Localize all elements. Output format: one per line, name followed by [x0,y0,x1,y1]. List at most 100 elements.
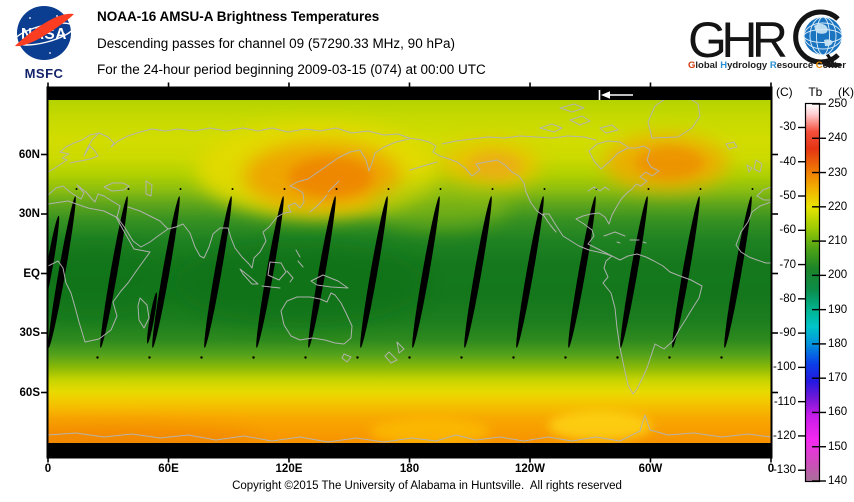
ghrc-globe-land [814,23,833,47]
lon-tick-label: 120W [514,463,546,475]
orbit-gap-dot [491,188,494,190]
anomaly-blob [175,241,425,325]
colorbar-kelvin-label: 160 [828,406,848,419]
orbit-gap [48,196,76,348]
colorbar-celsius-label: -120 [772,429,796,442]
colorbar-celsius-label: -50 [779,190,796,203]
coastline-madagascar [137,297,150,329]
coastline-australia [280,292,353,363]
lat-tick-label: EQ [23,267,40,280]
orbit-gap-dot [75,188,78,190]
coastline-aleutians [409,161,438,171]
lat-tick-label: 60S [19,386,40,399]
colorbar-celsius-label: -100 [772,361,796,374]
orbit-gap-dot [179,188,182,190]
ghrc-logo-letters: GHR [688,12,788,68]
ghrc-tagline-part: G [688,60,696,71]
coastline-siberia [98,127,430,148]
orbit-gap-dot [408,356,411,359]
ghrc-tagline-part: enter [822,60,846,71]
colorbar-celsius-label: -60 [779,224,796,237]
colorbar-kelvin-label: 150 [828,440,848,453]
orbit-gap-dot [252,356,255,359]
colorbar-kelvin-label: 200 [828,269,848,282]
coastline-south-east-asia [167,138,410,269]
orbit-gap [100,196,128,348]
copyright-line: Copyright ©2015 The University of Alabam… [232,480,622,492]
colorbar-header-kelvin: (K) [838,85,854,99]
orbit-gap [568,196,596,348]
anomaly-blob [466,152,522,180]
colorbar-tick-marks [798,103,826,482]
orbit-gap-dot [751,188,754,190]
nasa-logo: NASA [14,6,74,60]
colorbar-celsius-label: -80 [779,292,796,305]
ghrc-globe-base [824,62,842,68]
orbit-gap-fragment [146,292,158,344]
colorbar-celsius-label: -90 [779,327,796,340]
orbit-gap-dot [231,188,234,190]
colorbar-kelvin-label: 140 [828,475,848,487]
orbit-gap [672,196,700,348]
orbit-gap-dot [96,356,99,359]
lat-tick-label: 60N [18,148,40,161]
ghrc-globe-grid [803,16,843,56]
colorbar-celsius-label: -30 [779,121,796,134]
anomaly-blob [289,157,373,197]
ghrc-logo: GHR [688,9,843,68]
colorbar-kelvin-label: 240 [828,132,848,145]
lon-tick-label: 60W [638,463,663,475]
colorbar-header-tb: Tb [808,85,823,99]
ghrc-globe [804,17,842,55]
orbit-gap [464,196,492,348]
lat-tick-label: 30S [19,327,40,339]
colorbar-celsius-label: -110 [773,395,796,408]
orbit-gap-dot [200,356,203,359]
orbit-gap [308,196,336,348]
coastline-caribbean [603,231,647,244]
coastline-caspian [145,180,153,197]
nasa-logo-swoosh [15,13,74,47]
pass-start-marker [598,90,633,100]
orbit-gap-dot [720,356,723,359]
lon-tick-label: 60E [158,463,179,475]
orbit-gap-dot [127,188,130,190]
orbit-gap [724,196,752,348]
temperature-anomaly-blobs [48,122,728,443]
orbit-gap-dot [460,356,463,359]
anomaly-blob [370,418,490,443]
coastline-europe-med [48,184,121,218]
orbit-gap [152,196,180,348]
coastlines [48,100,771,443]
orbit-gap-dot [356,356,359,359]
coastline-south-america [602,253,703,395]
anomaly-blob [636,147,704,179]
coastline-arctic-islands [539,103,619,134]
orbit-gap-streaks [48,188,754,359]
coastline-arabia [116,206,169,248]
anomaly-blob [370,180,510,230]
lat-tick-label: 30N [18,208,40,220]
coastline-indonesia [239,249,349,289]
coastline-africa [48,200,151,343]
colorbar-kelvin-label: 220 [828,200,848,213]
lon-tick-label: 0 [44,463,52,475]
orbit-gap [620,196,648,348]
ghrc-tagline-part: esource [776,60,816,71]
orbit-gap-dot [283,188,286,190]
colorbar-kelvin-label: 230 [828,166,848,179]
orbit-gap [204,196,232,348]
lon-tick-label: 0 [767,463,775,475]
orbit-gap-dot [439,188,442,190]
anomaly-blob [48,240,170,316]
colorbar-celsius-label: -70 [779,258,796,271]
colorbar-kelvin-label: 180 [828,337,848,350]
coastline-north-america-east [441,135,660,257]
coastline-north-europe [48,132,100,173]
orbit-gap [256,196,284,348]
colorbar-kelvin-label: 210 [828,235,848,248]
coastline-antarctica [48,414,771,443]
coastline-japan [309,180,340,213]
colorbar-kelvin-label: 170 [828,372,848,385]
